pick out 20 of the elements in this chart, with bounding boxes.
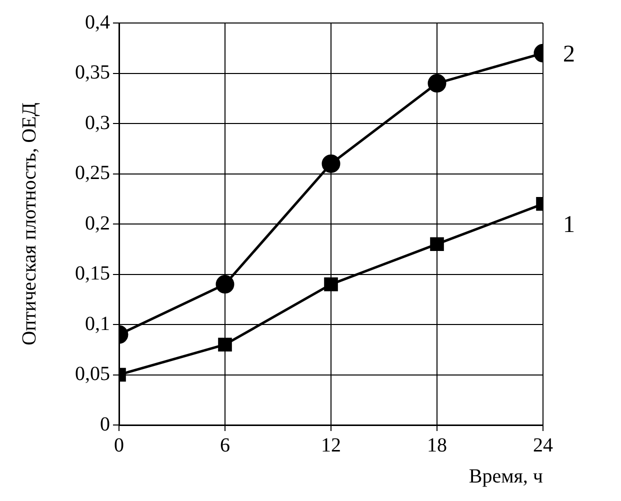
y-tick-label: 0,4 bbox=[85, 11, 110, 34]
x-tick-label: 12 bbox=[321, 434, 341, 456]
y-tick-label: 0,3 bbox=[85, 112, 110, 134]
x-axis-title: Время, ч bbox=[468, 465, 543, 488]
y-axis-title: Оптическая плотность, ОЕД bbox=[18, 102, 40, 346]
series-label: 2 bbox=[563, 41, 575, 68]
y-tick-label: 0,2 bbox=[85, 212, 110, 234]
x-tick-label: 0 bbox=[114, 434, 124, 456]
point bbox=[322, 154, 340, 173]
series-label: 1 bbox=[563, 212, 575, 238]
y-tick-label: 0,1 bbox=[85, 312, 110, 335]
x-tick-label: 24 bbox=[533, 434, 553, 456]
y-tick-label: 0,25 bbox=[75, 162, 110, 184]
y-tick-label: 0 bbox=[100, 413, 110, 436]
y-tick-label: 0,35 bbox=[75, 62, 110, 84]
point bbox=[324, 277, 338, 292]
x-tick-label: 18 bbox=[427, 434, 447, 456]
y-tick-label: 0,05 bbox=[75, 363, 110, 385]
x-tick-label: 6 bbox=[220, 434, 230, 456]
y-tick-label: 0,15 bbox=[75, 262, 110, 284]
